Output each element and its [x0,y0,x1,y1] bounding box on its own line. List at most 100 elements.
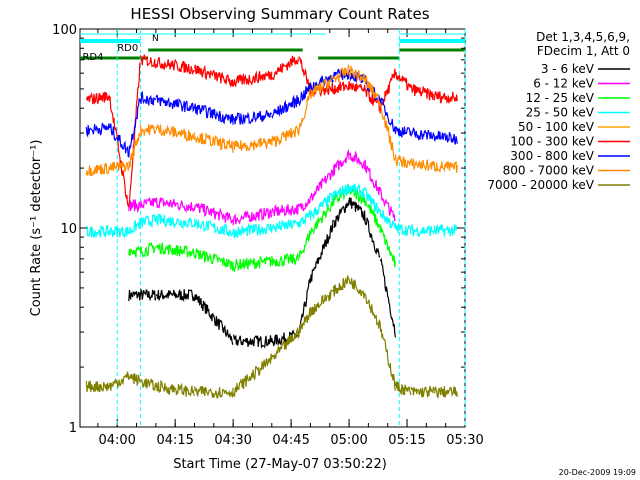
series-line-2 [232,255,273,273]
series-line-2 [194,248,234,272]
series-line-7 [433,160,458,174]
series-line-0 [155,288,196,302]
x-tick-label: 04:00 [98,433,135,448]
series-line-7 [379,103,396,163]
series-line-5 [155,56,195,76]
series-line-7 [193,132,234,153]
series-line-1 [379,186,396,223]
series-line-3 [271,219,300,234]
series-line-1 [128,198,141,214]
series-line-8 [193,385,234,399]
series-line-3 [309,192,335,221]
series-line-2 [363,197,381,229]
series-line-6 [298,82,311,107]
series-line-3 [232,223,273,239]
series-line-7 [333,64,350,84]
series-line-7 [85,163,111,177]
series-line-3 [348,182,366,199]
series-line-5 [333,80,350,95]
series-line-7 [232,137,272,152]
series-line-5 [394,72,412,91]
series-line-6 [109,123,130,158]
legend-label: 3 - 6 keV [541,62,595,76]
series-line-8 [140,378,157,391]
series-line-3 [394,223,412,237]
series-line-2 [309,197,335,235]
series-line-2 [128,246,141,259]
series-line-8 [309,289,335,316]
series-line-7 [139,123,157,136]
x-tick-label: 04:30 [214,433,251,448]
series-line-1 [232,207,273,226]
series-line-5 [139,54,157,69]
series-line-8 [433,386,458,399]
series-line-5 [379,68,396,114]
series-line-3 [333,183,350,198]
footer-timestamp: 20-Dec-2009 19:09 [559,468,636,477]
series-line-3 [379,208,396,229]
y-tick-label: 100 [52,23,77,38]
series-line-5 [298,56,311,91]
series-line-0 [309,219,335,283]
series-line-7 [128,132,141,168]
series-line-0 [128,290,141,302]
legend-label: 100 - 300 keV [510,135,594,149]
series-line-1 [155,196,196,214]
series-line-8 [363,292,381,329]
x-tick-label: 04:15 [156,433,193,448]
series-line-6 [232,110,272,125]
x-tick-label: 05:00 [330,433,367,448]
flag-label-rd0: RD0 [117,43,138,54]
series-line-0 [348,197,366,222]
series-line-7 [108,161,130,173]
series-line-2 [139,241,157,259]
series-line-7 [155,123,196,143]
chart-title: HESSI Observing Summary Count Rates [130,5,429,23]
x-axis-label: Start Time (27-May-07 03:50:22) [173,457,387,472]
series-line-0 [333,199,350,229]
series-line-0 [298,277,311,334]
legend-header-line-2: FDecim 1, Att 0 [537,44,630,58]
series-line-3 [139,213,157,228]
series-line-8 [128,373,141,387]
series-line-8 [379,321,396,391]
series-line-3 [108,226,130,238]
series-line-7 [271,125,300,148]
y-tick-label: 1 [69,421,77,436]
series-line-7 [348,65,366,82]
series-line-5 [193,64,234,88]
legend-label: 800 - 7000 keV [503,164,595,178]
series-line-8 [394,381,412,396]
series-line-7 [410,158,435,172]
series-line-5 [232,70,273,88]
series-line-7 [309,74,335,99]
series-line-6 [379,97,396,133]
series-line-3 [155,213,196,230]
series-line-7 [363,75,381,106]
series-line-1 [310,169,335,201]
series-line-6 [139,90,157,107]
series-line-8 [333,275,350,297]
series-line-1 [193,202,234,224]
series-line-3 [193,218,234,238]
series-line-7 [298,88,311,135]
series-line-5 [128,62,141,206]
legend-header-line-1: Det 1,3,4,5,6,9, [536,30,630,44]
series-line-0 [363,210,381,258]
series-line-8 [85,380,111,393]
y-axis-label: Count Rate (s⁻¹ detector⁻¹) [29,140,44,317]
series-line-8 [155,379,195,397]
series-line-1 [348,150,365,169]
series-line-5 [348,81,366,93]
axis-ticks: 04:00 04:15 04:30 04:45 05:00 05:15 05:30 1 10 10… [52,23,484,448]
series-line-1 [140,197,157,209]
flag-label-n: N [152,34,159,44]
series-line-1 [333,149,350,176]
series-line-0 [233,334,273,349]
series-line-0 [139,287,157,302]
series-line-7 [394,154,412,169]
series-line-1 [271,203,300,218]
series-line-2 [333,184,350,205]
series-line-6 [271,94,300,120]
